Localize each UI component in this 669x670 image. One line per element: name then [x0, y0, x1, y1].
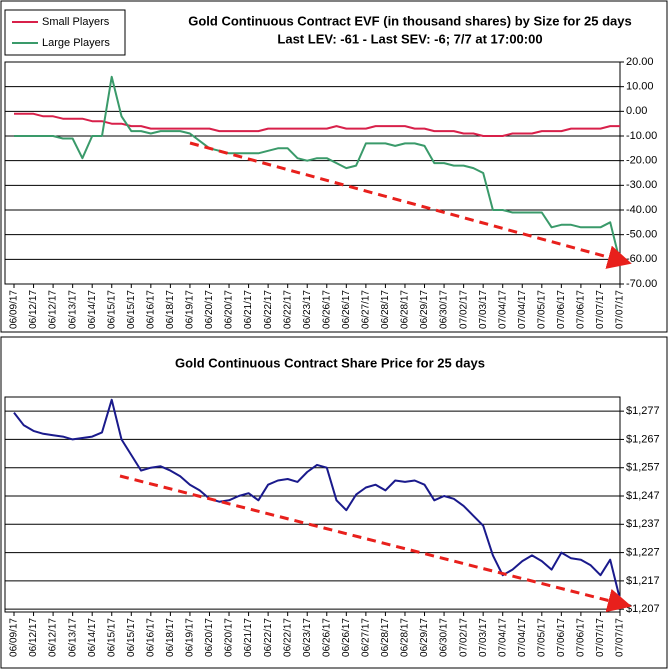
x-tick-label: 06/20/17 [224, 290, 235, 329]
x-tick-label: 06/28/17 [400, 618, 411, 657]
y-tick-label: 20.00 [626, 56, 654, 68]
x-tick-label: 06/29/17 [419, 618, 430, 657]
y-tick-label: -50.00 [626, 229, 657, 241]
y-tick-label: -30.00 [626, 179, 657, 191]
x-tick-label: 06/12/17 [28, 618, 39, 657]
x-tick-label: 07/04/17 [497, 290, 508, 329]
chart-title: Gold Continuous Contract EVF (in thousan… [188, 13, 632, 28]
x-tick-label: 06/09/17 [9, 618, 20, 657]
x-tick-label: 07/04/17 [517, 290, 528, 329]
x-tick-label: 07/02/17 [458, 290, 469, 329]
x-tick-label: 06/09/17 [9, 290, 20, 329]
y-tick-label: -70.00 [626, 278, 657, 290]
x-tick-label: 06/22/17 [263, 618, 274, 657]
x-tick-label: 07/05/17 [536, 618, 547, 657]
x-tick-label: 06/19/17 [185, 618, 196, 657]
legend-box [4, 9, 126, 56]
x-tick-label: 06/30/17 [439, 290, 450, 329]
x-tick-label: 06/13/17 [67, 290, 78, 329]
x-tick-label: 06/22/17 [282, 290, 293, 329]
x-tick-label: 06/19/17 [185, 290, 196, 329]
y-tick-label: -10.00 [626, 130, 657, 142]
x-tick-label: 06/27/17 [361, 618, 372, 657]
y-tick-label: $1,277 [626, 405, 660, 417]
x-tick-label: 06/13/17 [67, 618, 78, 657]
y-tick-label: $1,207 [626, 603, 660, 615]
x-tick-label: 06/27/17 [361, 290, 372, 329]
x-tick-label: 06/22/17 [282, 618, 293, 657]
x-tick-label: 06/29/17 [419, 290, 430, 329]
x-tick-label: 06/12/17 [48, 290, 59, 329]
x-tick-label: 06/22/17 [263, 290, 274, 329]
x-tick-label: 06/12/17 [28, 290, 39, 329]
x-tick-label: 07/07/17 [615, 618, 626, 657]
x-tick-label: 06/14/17 [87, 618, 98, 657]
x-tick-label: 06/21/17 [243, 618, 254, 657]
x-tick-label: 07/02/17 [458, 618, 469, 657]
x-tick-label: 06/20/17 [204, 290, 215, 329]
x-tick-label: 07/07/17 [615, 290, 626, 329]
y-tick-label: 0.00 [626, 105, 647, 117]
x-tick-label: 07/05/17 [536, 290, 547, 329]
legend-label: Large Players [42, 37, 110, 49]
x-tick-label: 06/18/17 [165, 618, 176, 657]
x-tick-label: 06/26/17 [321, 290, 332, 329]
y-tick-label: $1,227 [626, 546, 660, 558]
x-tick-label: 07/06/17 [556, 290, 567, 329]
x-tick-label: 06/21/17 [243, 290, 254, 329]
y-tick-label: $1,237 [626, 518, 660, 530]
plot-area [4, 61, 621, 285]
x-tick-label: 07/06/17 [556, 618, 567, 657]
x-tick-label: 06/28/17 [380, 618, 391, 657]
x-tick-label: 06/12/17 [48, 618, 59, 657]
x-tick-label: 06/26/17 [321, 618, 332, 657]
x-tick-label: 07/04/17 [517, 618, 528, 657]
x-tick-label: 07/07/17 [595, 618, 606, 657]
x-tick-label: 07/06/17 [576, 290, 587, 329]
x-tick-label: 06/23/17 [302, 290, 313, 329]
x-tick-label: 06/26/17 [341, 290, 352, 329]
x-tick-label: 06/26/17 [341, 618, 352, 657]
y-tick-label: -40.00 [626, 204, 657, 216]
x-tick-label: 06/14/17 [87, 290, 98, 329]
x-tick-label: 06/16/17 [145, 290, 156, 329]
x-tick-label: 06/30/17 [439, 618, 450, 657]
trend-line [189, 141, 632, 269]
x-tick-label: 06/15/17 [126, 290, 137, 329]
series-line [14, 112, 620, 137]
x-tick-label: 06/15/17 [106, 290, 117, 329]
y-tick-label: $1,267 [626, 433, 660, 445]
x-tick-label: 06/16/17 [145, 618, 156, 657]
y-tick-label: -20.00 [626, 155, 657, 167]
y-tick-label: -60.00 [626, 253, 657, 265]
legend-label: Small Players [42, 16, 110, 28]
series-line [14, 75, 621, 263]
x-tick-label: 07/03/17 [478, 618, 489, 657]
x-tick-label: 07/06/17 [576, 618, 587, 657]
x-tick-label: 06/23/17 [302, 618, 313, 657]
x-tick-label: 06/15/17 [126, 618, 137, 657]
trend-line [119, 474, 632, 613]
y-tick-label: $1,217 [626, 575, 660, 587]
chart-title: Gold Continuous Contract Share Price for… [175, 355, 485, 370]
y-tick-label: $1,257 [626, 462, 660, 474]
y-tick-label: $1,247 [626, 490, 660, 502]
x-tick-label: 07/03/17 [478, 290, 489, 329]
series-line [13, 398, 621, 600]
x-tick-label: 06/20/17 [224, 618, 235, 657]
x-tick-label: 06/28/17 [380, 290, 391, 329]
x-tick-label: 06/28/17 [400, 290, 411, 329]
x-tick-label: 07/07/17 [595, 290, 606, 329]
x-tick-label: 06/20/17 [204, 618, 215, 657]
y-tick-label: 10.00 [626, 81, 654, 93]
x-tick-label: 06/15/17 [106, 618, 117, 657]
x-tick-label: 07/04/17 [497, 618, 508, 657]
chart-subtitle: Last LEV: -61 - Last SEV: -6; 7/7 at 17:… [277, 31, 542, 46]
x-tick-label: 06/18/17 [165, 290, 176, 329]
